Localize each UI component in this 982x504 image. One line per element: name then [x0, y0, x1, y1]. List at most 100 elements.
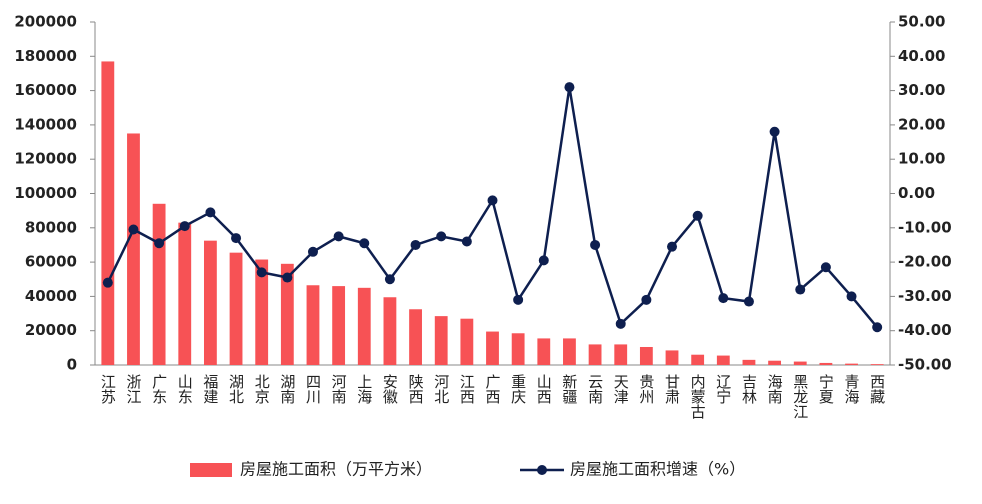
y2-tick-label: 10.00 [898, 150, 945, 168]
legend-swatch [190, 463, 232, 477]
y2-tick-label: 40.00 [898, 47, 945, 65]
x-tick-label: 广西 [484, 374, 502, 404]
point [410, 239, 421, 250]
point [102, 277, 113, 288]
bar [460, 318, 474, 365]
x-tick-label: 天津 [612, 374, 630, 404]
x-tick-label: 广东 [150, 374, 168, 404]
x-tick-label: 陕西 [407, 374, 425, 404]
x-tick-label: 宁夏 [817, 374, 835, 404]
point [333, 231, 344, 242]
point [743, 296, 754, 307]
x-tick-label: 辽宁 [714, 374, 732, 404]
x-tick-label: 河南 [330, 374, 348, 404]
bar [409, 309, 422, 365]
bar [255, 259, 269, 365]
point [513, 294, 524, 305]
point [179, 221, 190, 232]
x-tick-label: 福建 [201, 374, 219, 404]
y-tick-label: 180000 [14, 47, 77, 65]
point [231, 233, 242, 244]
legend-marker [537, 465, 547, 475]
y-tick-label: 120000 [14, 150, 77, 168]
point [718, 293, 729, 304]
y2-tick-label: 50.00 [898, 13, 945, 31]
bar [845, 363, 858, 365]
point [256, 267, 267, 278]
y-tick-label: 0 [67, 356, 77, 374]
point [769, 126, 780, 137]
bar [383, 297, 397, 365]
y-tick-label: 160000 [14, 81, 77, 99]
x-tick-label: 安徽 [381, 374, 399, 404]
line [106, 86, 879, 329]
x-tick-label: 内蒙古 [689, 374, 707, 419]
y-tick-label: 40000 [25, 287, 77, 305]
y-tick-label: 100000 [14, 184, 77, 202]
x-tick-label: 重庆 [509, 374, 527, 404]
bar [511, 333, 525, 365]
x-tick-label: 北京 [253, 374, 271, 405]
y2-tick-label: 20.00 [898, 115, 945, 133]
point [846, 291, 857, 302]
point [590, 239, 601, 250]
point [615, 318, 626, 329]
legend-label: 房屋施工面积增速（%） [570, 460, 745, 479]
point [820, 262, 831, 273]
x-tick-label: 云南 [586, 374, 604, 404]
bar [588, 344, 602, 365]
y-tick-label: 60000 [25, 253, 77, 271]
x-tick-label: 吉林 [740, 374, 758, 404]
point [128, 224, 139, 235]
bar [537, 338, 551, 365]
y2-tick-label: -30.00 [898, 287, 952, 305]
bar [152, 203, 166, 365]
y-tick-label: 80000 [25, 218, 77, 236]
x-tick-label: 山东 [176, 374, 194, 404]
y2-tick-label: -10.00 [898, 218, 952, 236]
y2-tick-label: -50.00 [898, 356, 952, 374]
y-tick-label: 200000 [14, 13, 77, 31]
x-tick-label: 甘肃 [663, 374, 681, 404]
legend-label: 房屋施工面积（万平方米） [240, 460, 432, 479]
x-tick-label: 湖南 [278, 374, 296, 404]
bar [614, 344, 628, 365]
bar [306, 285, 320, 365]
point [667, 241, 678, 252]
x-tick-label: 新疆 [560, 374, 578, 404]
point [282, 272, 293, 283]
x-tick-label: 贵州 [637, 374, 655, 404]
x-tick-label: 河北 [432, 374, 450, 404]
y2-tick-label: -40.00 [898, 321, 952, 339]
y2-tick-label: 0.00 [898, 184, 935, 202]
point [538, 255, 549, 266]
y2-tick-label: 30.00 [898, 81, 945, 99]
bar [639, 346, 653, 365]
bar [101, 61, 115, 365]
point [359, 238, 370, 249]
point [384, 274, 395, 285]
bar [332, 286, 346, 365]
bar [870, 364, 884, 365]
bar [691, 354, 705, 365]
bar [563, 338, 576, 365]
x-tick-label: 江苏 [99, 374, 117, 405]
y-tick-label: 20000 [25, 321, 77, 339]
bar [665, 350, 679, 365]
point [154, 238, 165, 249]
x-tick-label: 四川 [304, 374, 322, 404]
bar [127, 133, 140, 365]
x-tick-label: 西藏 [868, 374, 886, 405]
bar [486, 331, 499, 365]
point [564, 82, 575, 93]
x-tick-label: 上海 [355, 374, 373, 404]
point [795, 284, 806, 295]
bar [716, 355, 730, 365]
x-tick-label: 浙江 [124, 374, 142, 404]
bar [280, 263, 294, 365]
x-tick-label: 山西 [535, 374, 553, 404]
bar [203, 240, 217, 365]
bar [768, 360, 782, 365]
point [487, 195, 498, 206]
bar [229, 252, 243, 365]
